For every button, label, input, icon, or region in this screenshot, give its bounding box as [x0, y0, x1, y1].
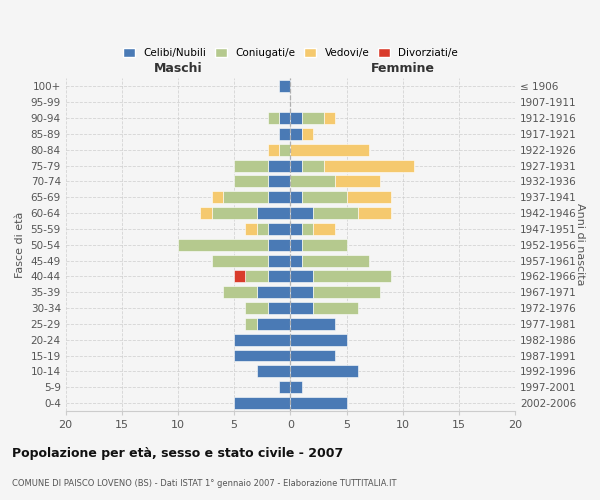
Bar: [257, 223, 268, 235]
Bar: [279, 112, 290, 124]
Bar: [200, 207, 212, 219]
Bar: [302, 160, 324, 172]
Bar: [290, 192, 302, 203]
Bar: [324, 112, 335, 124]
Bar: [290, 397, 347, 409]
Text: Popolazione per età, sesso e stato civile - 2007: Popolazione per età, sesso e stato civil…: [12, 448, 343, 460]
Bar: [212, 192, 223, 203]
Bar: [302, 112, 324, 124]
Bar: [223, 286, 257, 298]
Bar: [268, 270, 290, 282]
Bar: [313, 302, 358, 314]
Bar: [290, 318, 335, 330]
Bar: [358, 207, 391, 219]
Bar: [234, 397, 290, 409]
Bar: [245, 302, 268, 314]
Legend: Celibi/Nubili, Coniugati/e, Vedovi/e, Divorziati/e: Celibi/Nubili, Coniugati/e, Vedovi/e, Di…: [118, 44, 463, 62]
Bar: [234, 160, 268, 172]
Bar: [268, 192, 290, 203]
Y-axis label: Fasce di età: Fasce di età: [15, 212, 25, 278]
Bar: [234, 270, 245, 282]
Bar: [223, 192, 268, 203]
Bar: [268, 254, 290, 266]
Bar: [313, 223, 335, 235]
Bar: [257, 318, 290, 330]
Bar: [257, 286, 290, 298]
Bar: [302, 223, 313, 235]
Bar: [290, 286, 313, 298]
Bar: [245, 318, 257, 330]
Bar: [257, 366, 290, 378]
Bar: [290, 144, 369, 156]
Bar: [335, 176, 380, 188]
Bar: [234, 350, 290, 362]
Bar: [290, 366, 358, 378]
Bar: [313, 207, 358, 219]
Bar: [279, 144, 290, 156]
Bar: [268, 160, 290, 172]
Bar: [234, 334, 290, 345]
Bar: [257, 207, 290, 219]
Bar: [302, 128, 313, 140]
Bar: [290, 128, 302, 140]
Bar: [279, 80, 290, 92]
Bar: [234, 176, 268, 188]
Bar: [302, 254, 369, 266]
Bar: [290, 112, 302, 124]
Bar: [290, 350, 335, 362]
Bar: [212, 254, 268, 266]
Bar: [290, 239, 302, 250]
Bar: [245, 270, 268, 282]
Bar: [302, 239, 347, 250]
Bar: [302, 192, 347, 203]
Bar: [290, 382, 302, 393]
Bar: [313, 270, 391, 282]
Y-axis label: Anni di nascita: Anni di nascita: [575, 204, 585, 286]
Bar: [268, 112, 279, 124]
Bar: [290, 207, 313, 219]
Bar: [290, 160, 302, 172]
Bar: [290, 334, 347, 345]
Bar: [313, 286, 380, 298]
Bar: [245, 223, 257, 235]
Bar: [290, 254, 302, 266]
Bar: [279, 128, 290, 140]
Bar: [212, 207, 257, 219]
Bar: [290, 176, 335, 188]
Text: Maschi: Maschi: [154, 62, 202, 76]
Bar: [268, 144, 279, 156]
Bar: [324, 160, 414, 172]
Bar: [290, 223, 302, 235]
Bar: [268, 302, 290, 314]
Bar: [347, 192, 391, 203]
Text: Femmine: Femmine: [371, 62, 435, 76]
Bar: [290, 302, 313, 314]
Bar: [290, 270, 313, 282]
Bar: [268, 239, 290, 250]
Bar: [178, 239, 268, 250]
Text: COMUNE DI PAISCO LOVENO (BS) - Dati ISTAT 1° gennaio 2007 - Elaborazione TUTTITA: COMUNE DI PAISCO LOVENO (BS) - Dati ISTA…: [12, 479, 397, 488]
Bar: [279, 382, 290, 393]
Bar: [268, 223, 290, 235]
Bar: [268, 176, 290, 188]
